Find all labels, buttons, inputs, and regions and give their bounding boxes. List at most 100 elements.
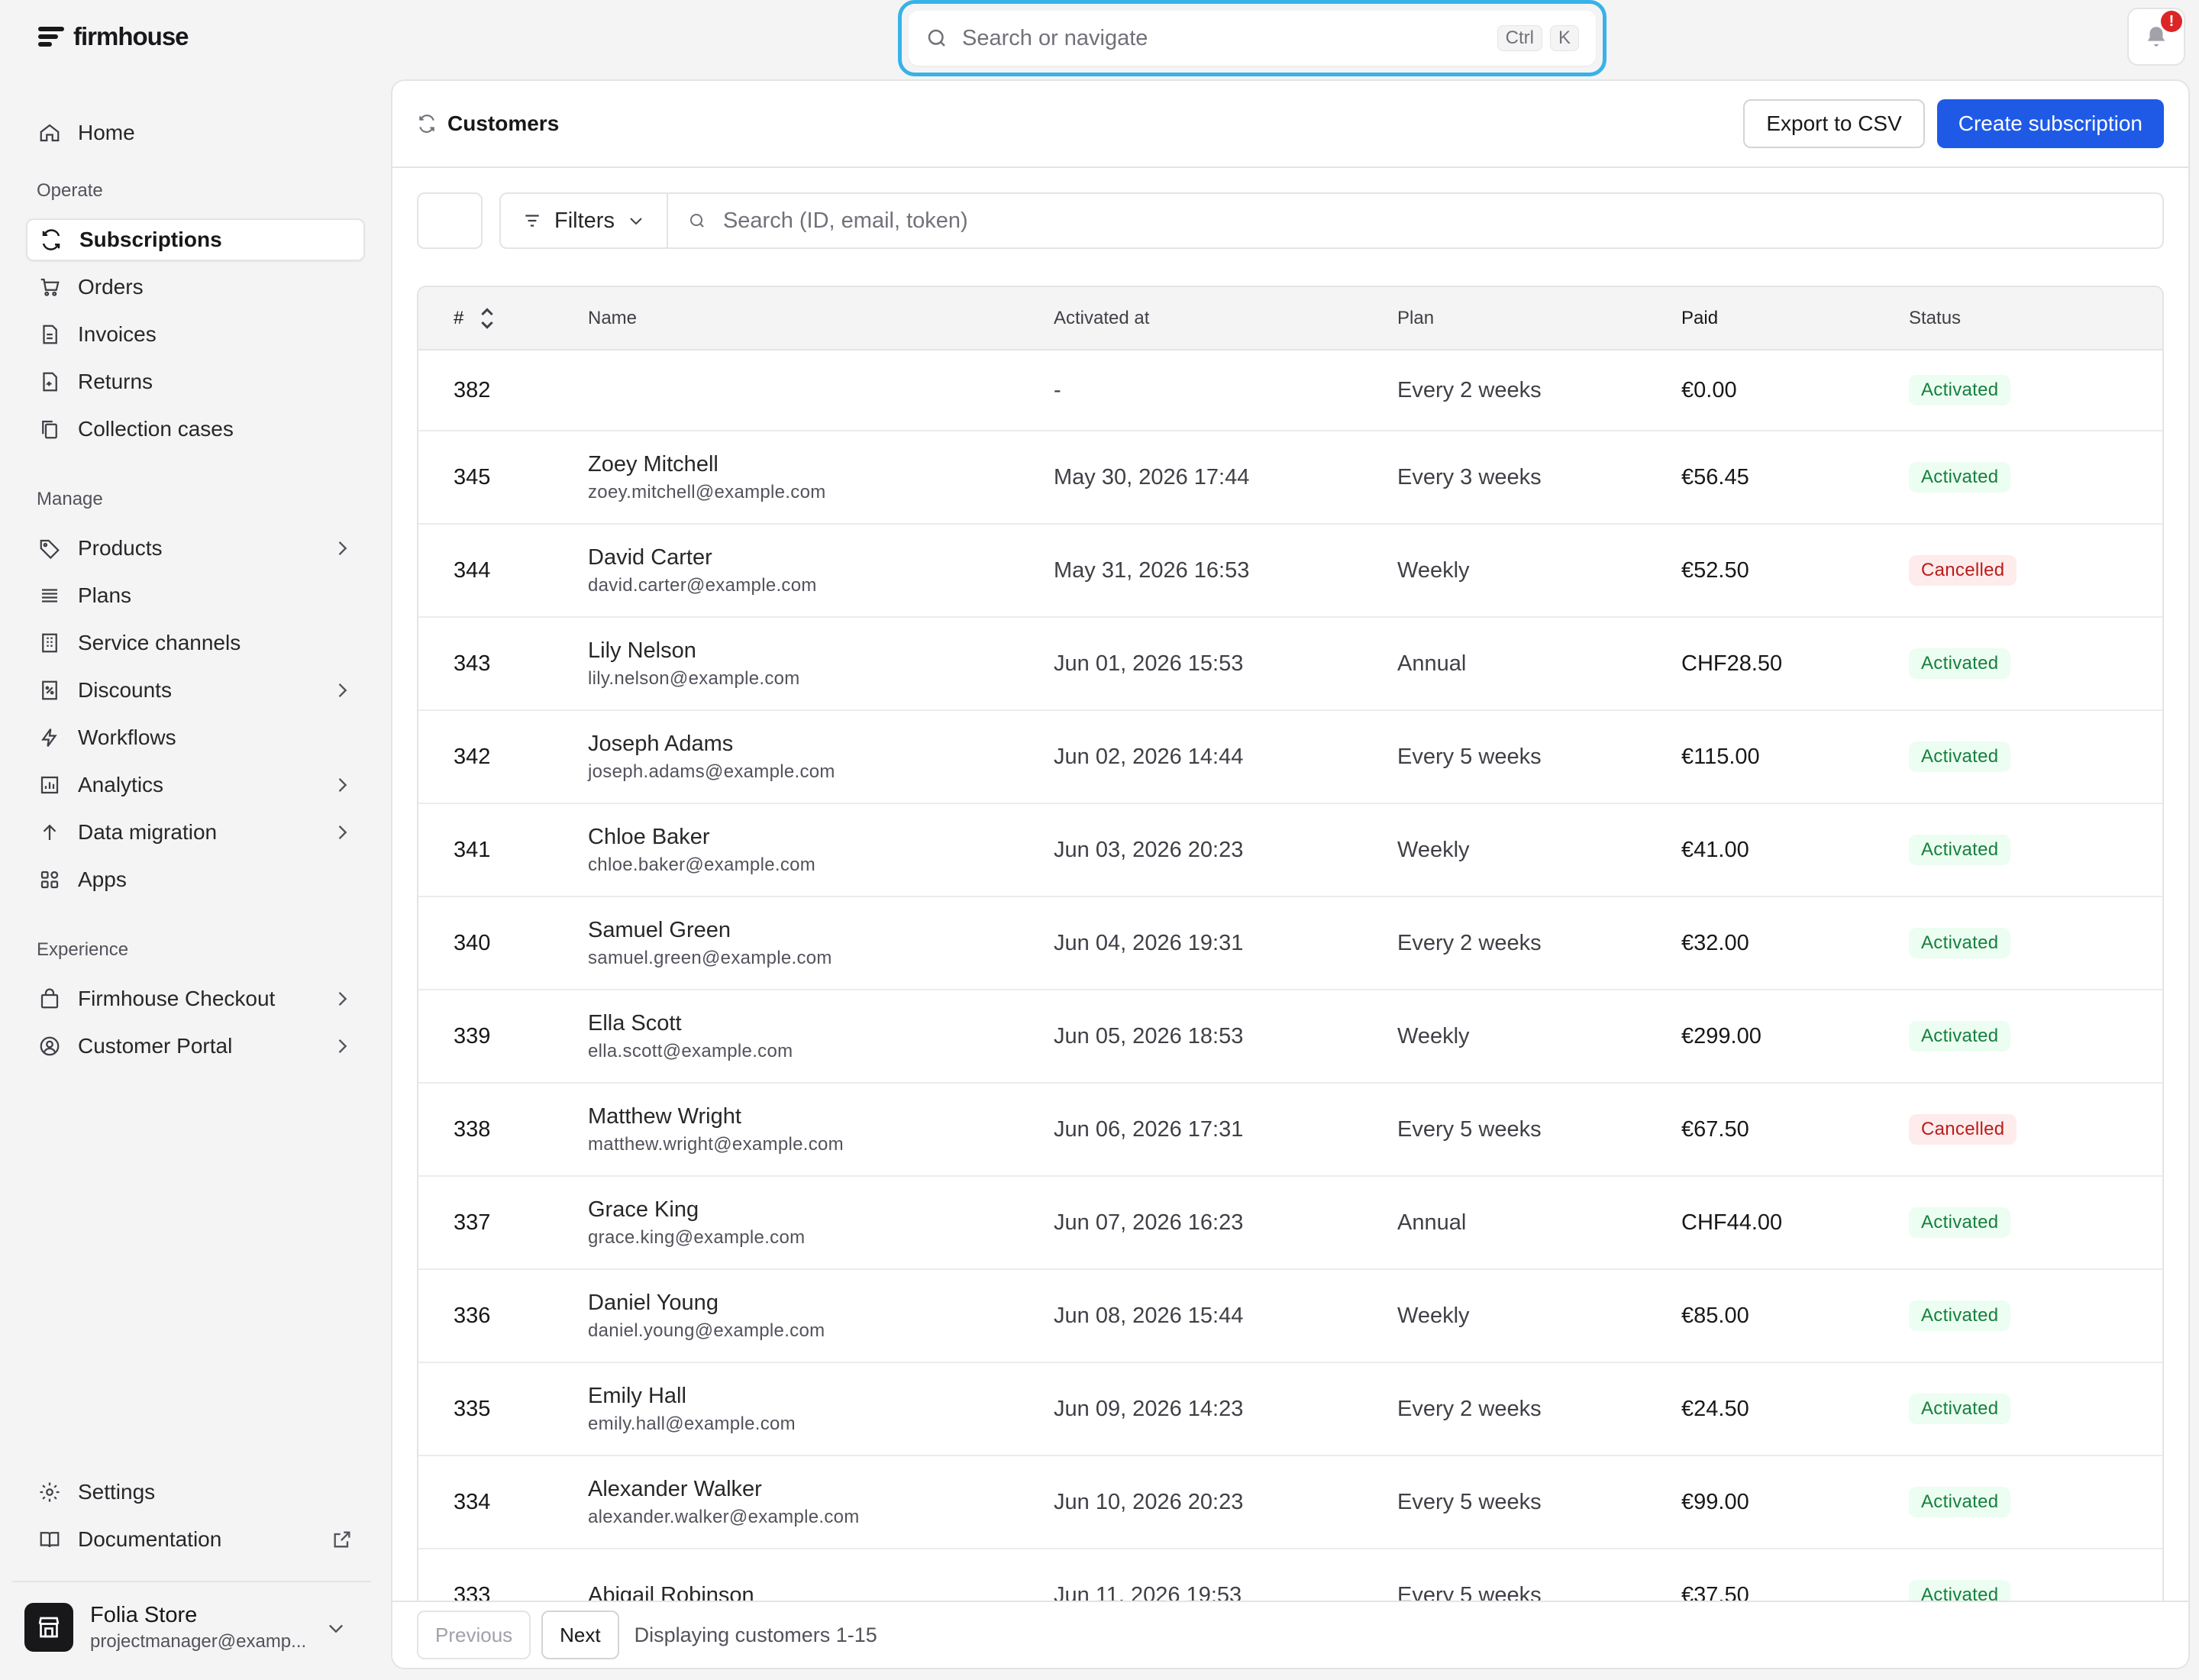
cell-id: 338	[418, 1083, 588, 1177]
sidebar-item-label: Documentation	[78, 1527, 222, 1551]
sidebar-item-firmhouse-checkout[interactable]: Firmhouse Checkout	[26, 977, 365, 1020]
global-search[interactable]: Search or navigate Ctrl K	[898, 0, 1606, 76]
table-row[interactable]: 382 - Every 2 weeks €0.00 Activated	[418, 350, 2162, 431]
column-header-id[interactable]: #	[418, 287, 588, 351]
customer-name: Ella Scott	[588, 1010, 682, 1035]
cell-plan: Every 3 weeks	[1397, 431, 1681, 525]
export-csv-button[interactable]: Export to CSV	[1743, 99, 1925, 148]
sidebar-item-discounts[interactable]: Discounts	[26, 669, 365, 712]
customer-email: zoey.mitchell@example.com	[588, 481, 826, 502]
sidebar-item-invoices[interactable]: Invoices	[26, 313, 365, 356]
status-badge: Activated	[1909, 1021, 2011, 1052]
sidebar-item-collection-cases[interactable]: Collection cases	[26, 408, 365, 451]
sidebar-item-label: Plans	[78, 583, 132, 607]
sidebar-item-service-channels[interactable]: Service channels	[26, 622, 365, 664]
cell-status: Cancelled	[1909, 524, 2162, 618]
table-row[interactable]: 335 Emily Hall emily.hall@example.com Jun 0…	[418, 1362, 2162, 1456]
cell-customer: Daniel Young daniel.young@example.com	[588, 1269, 1054, 1363]
create-subscription-button[interactable]: Create subscription	[1936, 99, 2164, 148]
table-search-input[interactable]	[722, 208, 2162, 234]
table-row[interactable]: 334 Alexander Walker alexander.walker@exam…	[418, 1455, 2162, 1549]
table-row[interactable]: 341 Chloe Baker chloe.baker@example.com Jun…	[418, 803, 2162, 897]
store-avatar	[24, 1603, 73, 1652]
customer-email: david.carter@example.com	[588, 574, 817, 596]
table-row[interactable]: 342 Joseph Adams joseph.adams@example.com J…	[418, 710, 2162, 804]
customer-email: chloe.baker@example.com	[588, 854, 816, 875]
cell-plan: Every 2 weeks	[1397, 897, 1681, 990]
customer-name: Lily Nelson	[588, 638, 696, 663]
cell-paid: €32.00	[1681, 897, 1909, 990]
cell-customer: Lily Nelson lily.nelson@example.com	[588, 617, 1054, 711]
cell-activated-at: Jun 08, 2026 15:44	[1054, 1269, 1397, 1363]
status-badge: Activated	[1909, 741, 2011, 772]
customers-table: # Name Activated at Plan Paid Status 382…	[417, 286, 2164, 1614]
sort-icon[interactable]	[479, 307, 496, 330]
account-switcher[interactable]: Folia Store projectmanager@examp...	[12, 1581, 371, 1672]
table-row[interactable]: 339 Ella Scott ella.scott@example.com Jun 0…	[418, 990, 2162, 1084]
sidebar-item-plans[interactable]: Plans	[26, 574, 365, 617]
cell-customer: Emily Hall emily.hall@example.com	[588, 1362, 1054, 1456]
sidebar-item-documentation[interactable]: Documentation	[26, 1518, 365, 1561]
search-icon	[928, 29, 945, 47]
global-search-placeholder[interactable]: Search or navigate	[962, 25, 1148, 50]
sidebar-item-label: Products	[78, 536, 163, 560]
sidebar-item-products[interactable]: Products	[26, 527, 365, 570]
sidebar-item-label: Apps	[78, 867, 127, 891]
cell-activated-at: Jun 06, 2026 17:31	[1054, 1083, 1397, 1177]
sidebar-item-label: Workflows	[78, 725, 176, 749]
sidebar-item-returns[interactable]: Returns	[26, 360, 365, 403]
customer-email: grace.king@example.com	[588, 1226, 806, 1248]
home-icon	[40, 124, 60, 142]
percent-icon	[42, 680, 57, 700]
status-badge: Activated	[1909, 1487, 2011, 1517]
sidebar-item-label: Home	[78, 121, 135, 144]
cell-status: Activated	[1909, 1455, 2162, 1549]
sidebar-item-apps[interactable]: Apps	[26, 858, 365, 901]
column-header-paid: Paid	[1681, 287, 1909, 351]
sidebar-item-orders[interactable]: Orders	[26, 266, 365, 309]
column-header-name: Name	[588, 287, 1054, 351]
page-title: Customers	[447, 111, 560, 135]
sidebar-item-data-migration[interactable]: Data migration	[26, 811, 365, 854]
next-page-button[interactable]: Next	[541, 1611, 619, 1659]
shortcut-modifier: Ctrl	[1497, 25, 1542, 51]
sidebar-item-label: Customer Portal	[78, 1034, 233, 1058]
customer-name: Chloe Baker	[588, 824, 710, 849]
column-header-label: #	[454, 307, 464, 328]
table-row[interactable]: 340 Samuel Green samuel.green@example.com J…	[418, 897, 2162, 990]
filters-dropdown[interactable]: Filters	[499, 192, 668, 249]
sidebar-item-label: Invoices	[78, 322, 157, 346]
cell-activated-at: Jun 02, 2026 14:44	[1054, 710, 1397, 804]
cell-plan: Weekly	[1397, 990, 1681, 1084]
notifications-button[interactable]: !	[2127, 8, 2185, 66]
sidebar-item-workflows[interactable]: Workflows	[26, 716, 365, 759]
table-row[interactable]: 338 Matthew Wright matthew.wright@example.…	[418, 1083, 2162, 1177]
sidebar-item-home[interactable]: Home	[26, 111, 365, 154]
chevron-down-icon	[630, 218, 642, 225]
previous-page-button[interactable]: Previous	[417, 1611, 531, 1659]
table-row[interactable]: 343 Lily Nelson lily.nelson@example.com Jun…	[418, 617, 2162, 711]
customer-name: Matthew Wright	[588, 1103, 741, 1129]
sidebar-item-settings[interactable]: Settings	[26, 1471, 365, 1514]
table-row[interactable]: 345 Zoey Mitchell zoey.mitchell@example.co…	[418, 431, 2162, 525]
list-icon	[42, 589, 57, 603]
sidebar-item-subscriptions[interactable]: Subscriptions	[26, 218, 365, 261]
chevron-right-icon	[338, 778, 347, 792]
cell-status: Activated	[1909, 431, 2162, 525]
sidebar-item-analytics[interactable]: Analytics	[26, 764, 365, 806]
brand-logo[interactable]: firmhouse	[37, 21, 189, 52]
cell-plan: Every 2 weeks	[1397, 1362, 1681, 1456]
sidebar-item-customer-portal[interactable]: Customer Portal	[26, 1025, 365, 1068]
cell-customer: Zoey Mitchell zoey.mitchell@example.com	[588, 431, 1054, 525]
bulk-select-checkbox[interactable]	[417, 192, 483, 249]
table-row[interactable]: 344 David Carter david.carter@example.com M…	[418, 524, 2162, 618]
table-search[interactable]	[667, 192, 2164, 249]
table-row[interactable]: 337 Grace King grace.king@example.com Jun 0…	[418, 1176, 2162, 1270]
cell-plan: Weekly	[1397, 1269, 1681, 1363]
store-icon	[38, 1617, 60, 1638]
table-row[interactable]: 336 Daniel Young daniel.young@example.com J…	[418, 1269, 2162, 1363]
customer-email: daniel.young@example.com	[588, 1320, 825, 1341]
invoice-icon	[43, 325, 57, 344]
sidebar-item-label: Discounts	[78, 678, 172, 702]
cell-activated-at: May 30, 2026 17:44	[1054, 431, 1397, 525]
